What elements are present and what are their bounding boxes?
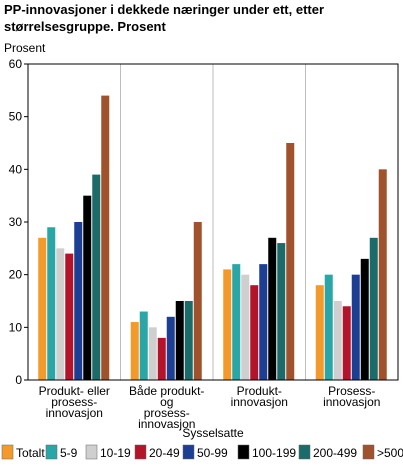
bar-7-4 xyxy=(369,237,378,380)
y-tick-label: 20 xyxy=(9,268,23,282)
category-label: Produkt-innovasjon xyxy=(231,384,288,409)
legend-swatch-6 xyxy=(237,444,250,460)
bar-2-3 xyxy=(232,264,241,380)
legend-swatch-1 xyxy=(1,444,14,460)
bar-4-2 xyxy=(157,337,166,380)
category-label-line: innovasjon xyxy=(46,406,103,420)
legend-swatch-5 xyxy=(182,444,195,460)
bar-2-2 xyxy=(139,311,148,380)
legend-label-4: 20-49 xyxy=(149,446,180,460)
category-label: Prosess-innovasjon xyxy=(323,384,380,409)
bar-8-1 xyxy=(101,95,110,380)
y-axis-label: Prosent xyxy=(4,41,46,55)
bar-4-3 xyxy=(250,285,259,380)
bar-5-3 xyxy=(259,264,268,380)
category-label-line: Produkt- eller xyxy=(39,384,110,398)
legend-swatch-3 xyxy=(85,444,98,460)
bar-6-1 xyxy=(83,195,92,380)
bar-6-4 xyxy=(360,258,369,380)
bar-2-4 xyxy=(324,274,333,380)
category-label-line: Både produkt- xyxy=(129,384,204,398)
bar-6-3 xyxy=(268,237,277,380)
bar-3-2 xyxy=(148,327,157,380)
legend-swatch-7 xyxy=(298,444,311,460)
y-tick-label: 50 xyxy=(9,110,23,124)
x-axis-label: Sysselsatte xyxy=(182,426,244,440)
category-label-line: prosess- xyxy=(51,395,97,409)
category-label: Både produkt-og prosess-innovasjon xyxy=(129,384,204,431)
legend-swatch-2 xyxy=(45,444,58,460)
legend-swatch-4 xyxy=(134,444,147,460)
legend-label-3: 10-19 xyxy=(100,446,131,460)
category-label-line: Produkt- xyxy=(237,384,282,398)
bar-1-2 xyxy=(130,322,139,380)
legend-label-6: 100-199 xyxy=(252,446,296,460)
bar-2-1 xyxy=(47,227,56,380)
legend-label-5: 50-99 xyxy=(197,446,228,460)
bar-3-1 xyxy=(56,248,65,380)
legend-label-2: 5-9 xyxy=(60,446,78,460)
category-label: Produkt- eller prosess-innovasjon xyxy=(39,384,110,420)
bar-7-3 xyxy=(277,243,286,380)
bar-1-4 xyxy=(315,285,324,380)
bar-3-3 xyxy=(241,274,250,380)
category-label-line: prosess- xyxy=(144,406,190,420)
y-tick-label: 30 xyxy=(9,215,23,229)
y-tick-label: 0 xyxy=(15,373,22,387)
bar-6-2 xyxy=(175,301,184,380)
y-tick-label: 10 xyxy=(9,320,23,334)
bar-1-1 xyxy=(38,237,47,380)
category-label-line: innovasjon xyxy=(323,395,380,409)
legend-swatch-8 xyxy=(362,444,375,460)
bar-5-1 xyxy=(74,222,83,380)
bar-8-4 xyxy=(378,169,387,380)
bar-7-1 xyxy=(92,174,101,380)
category-label-line: Prosess- xyxy=(328,384,375,398)
category-label-line: innovasjon xyxy=(231,395,288,409)
bar-4-4 xyxy=(342,306,351,380)
chart-title: PP-innovasjoner i dekkede næringer under… xyxy=(4,2,325,34)
category-label-line: innovasjon xyxy=(138,417,195,431)
bar-8-3 xyxy=(286,143,295,380)
legend-label-8: >500 xyxy=(377,446,403,460)
legend-label-7: 200-499 xyxy=(313,446,357,460)
bar-4-1 xyxy=(65,253,74,380)
bar-8-2 xyxy=(193,222,202,380)
y-tick-label: 60 xyxy=(9,57,23,71)
category-label-line: og xyxy=(160,395,173,409)
bar-1-3 xyxy=(223,269,232,380)
legend-label-1: Totalt xyxy=(16,446,45,460)
y-tick-label: 40 xyxy=(9,162,23,176)
bar-3-4 xyxy=(333,301,342,380)
bar-5-2 xyxy=(166,316,175,380)
bar-7-2 xyxy=(184,301,193,380)
bar-5-4 xyxy=(351,274,360,380)
